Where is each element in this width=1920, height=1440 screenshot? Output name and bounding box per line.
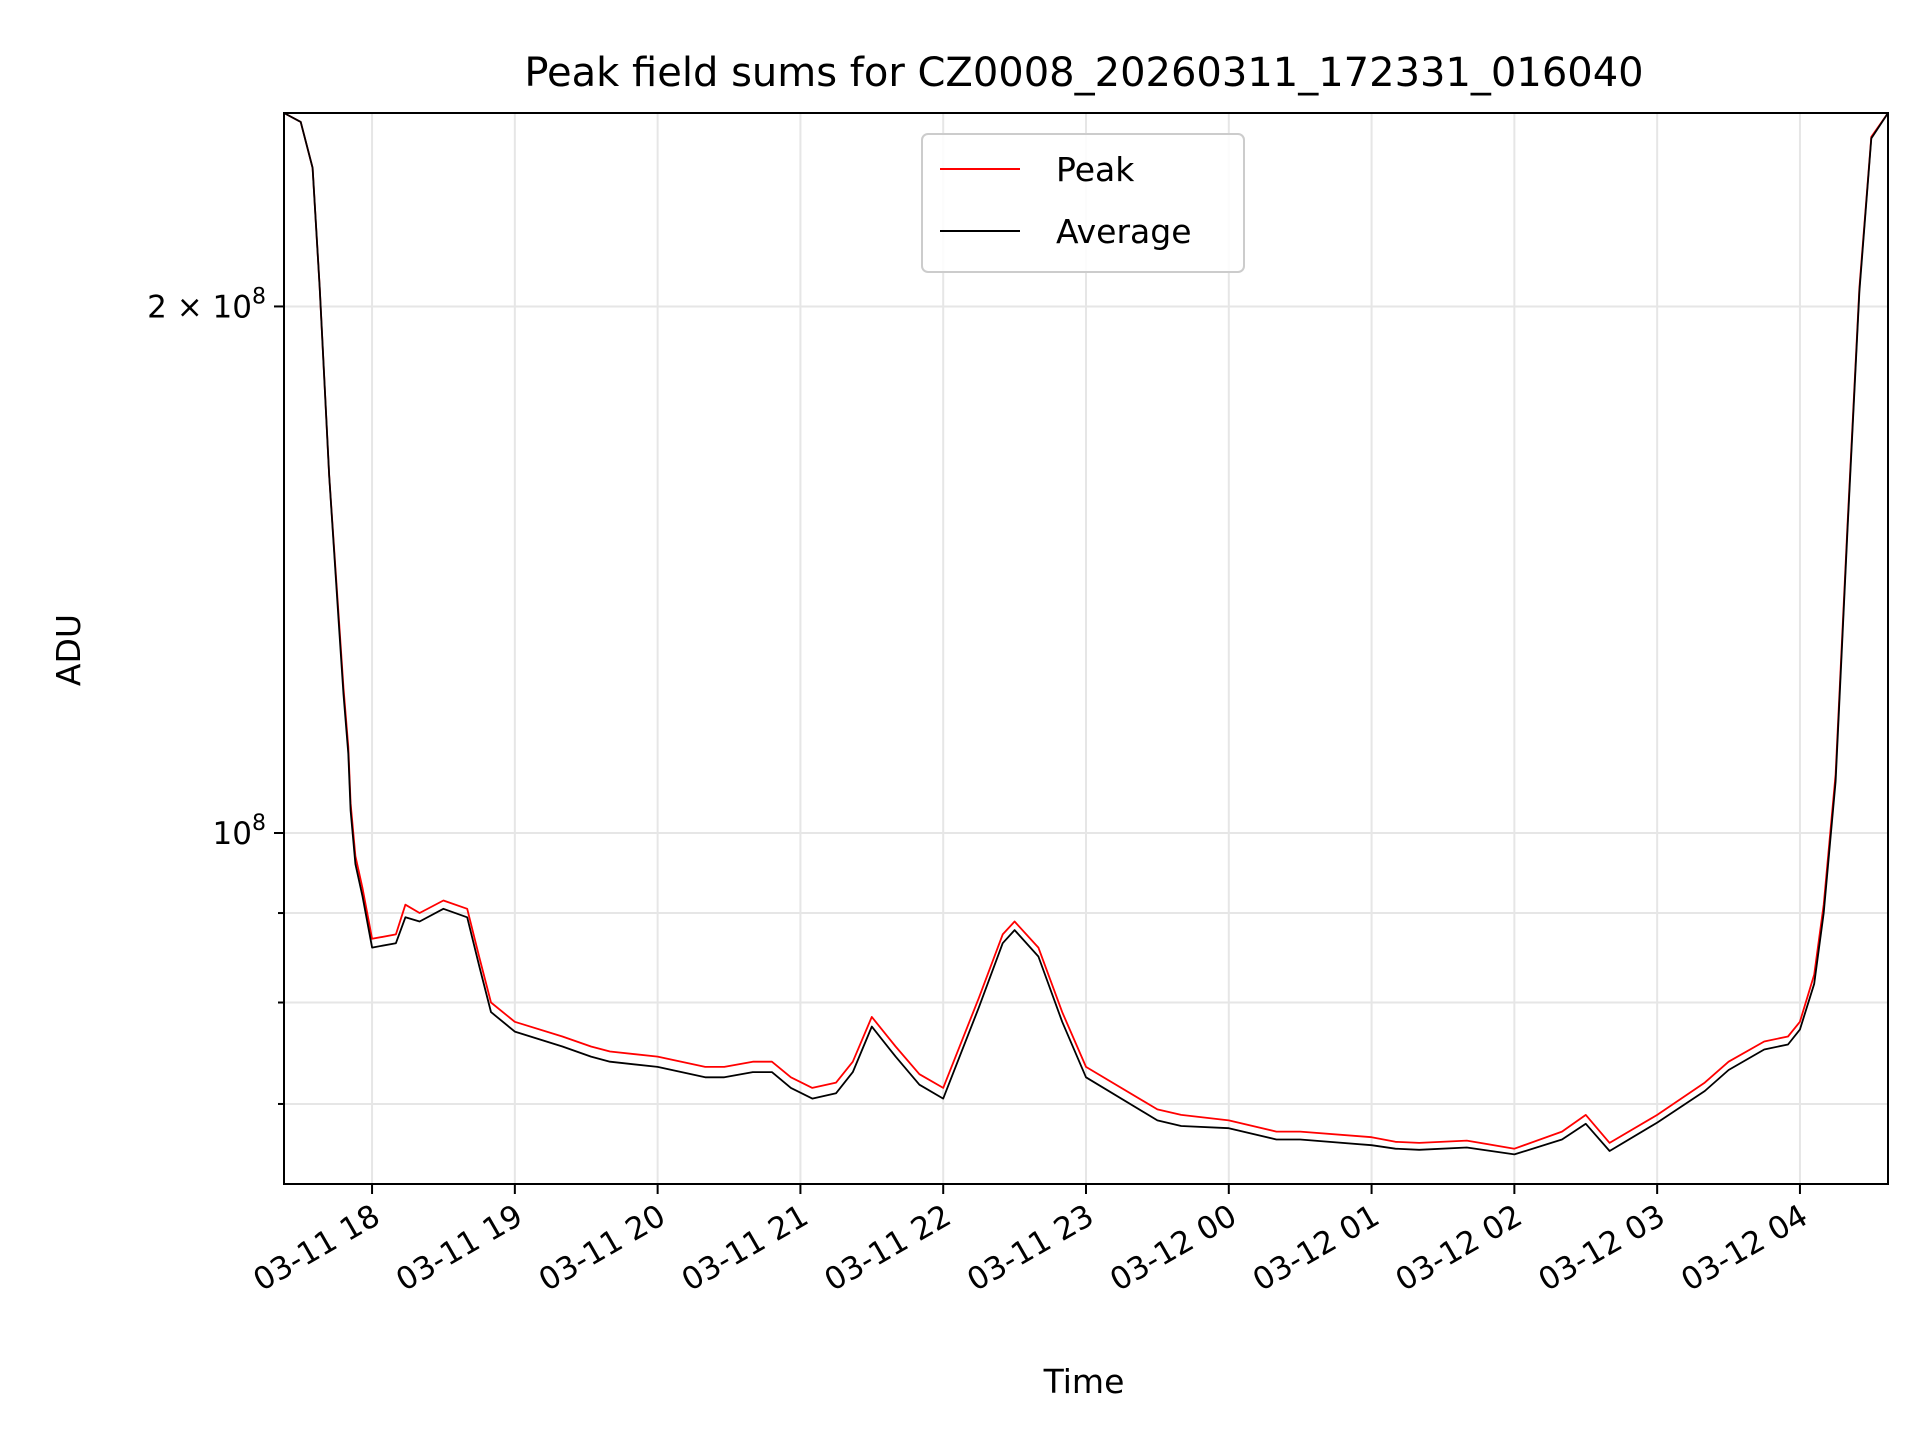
chart-title: Peak field sums for CZ0008_20260311_1723… <box>524 50 1643 96</box>
plot-series <box>283 112 1889 1156</box>
legend-label: Average <box>1056 212 1192 251</box>
y-axis: 108 2 × 108 <box>147 284 284 1105</box>
y-axis-label: ADU <box>49 614 88 686</box>
legend-label: Peak <box>1056 150 1135 189</box>
series-line-peak <box>283 112 1889 1150</box>
legend: Peak Average <box>921 133 1245 273</box>
y-tick-label: 108 <box>213 811 266 852</box>
y-tick-label: 2 × 108 <box>147 284 266 325</box>
series-line-average <box>283 112 1889 1156</box>
grid <box>284 113 1888 1184</box>
x-axis-label: Time <box>1043 1362 1125 1401</box>
